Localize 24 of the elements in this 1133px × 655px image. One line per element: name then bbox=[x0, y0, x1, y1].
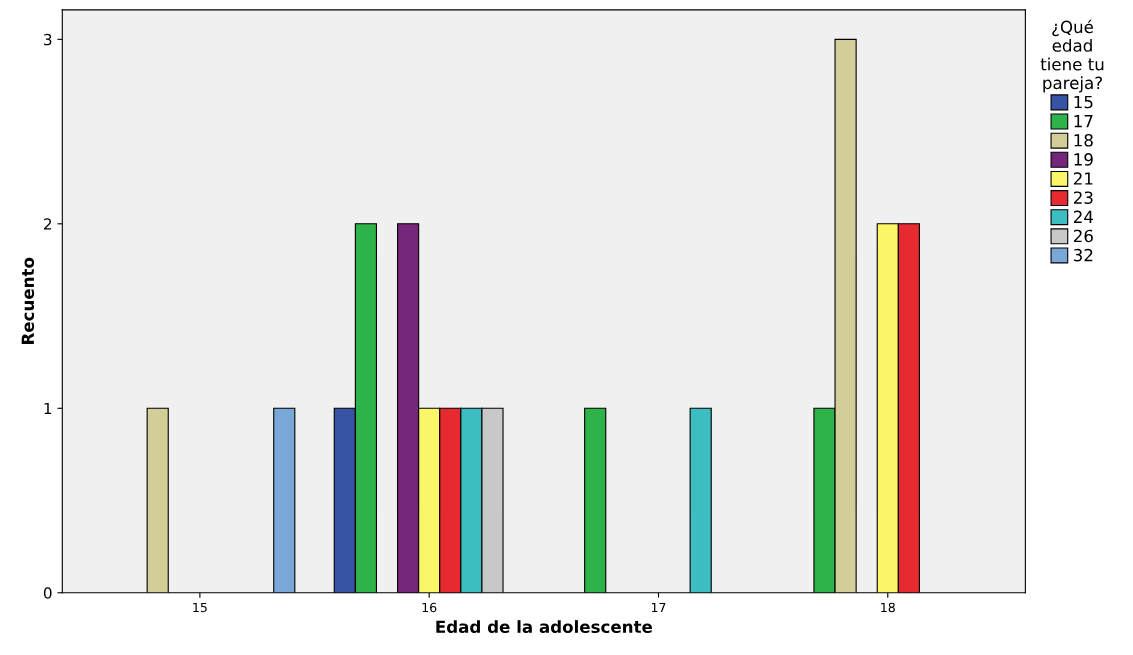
y-tick-label: 3 bbox=[44, 33, 52, 46]
x-tick-label: 15 bbox=[193, 602, 207, 613]
legend-label: 15 bbox=[1074, 95, 1093, 109]
legend-label: 19 bbox=[1074, 153, 1093, 166]
x-axis-title: Edad de la adolescente bbox=[436, 620, 653, 634]
y-tick-label: 2 bbox=[43, 218, 52, 230]
legend-label: 18 bbox=[1074, 133, 1093, 147]
legend-label: 17 bbox=[1074, 115, 1093, 128]
bar bbox=[689, 407, 712, 593]
bar bbox=[146, 407, 169, 593]
legend-label: 26 bbox=[1073, 229, 1093, 243]
legend-label: 23 bbox=[1073, 191, 1093, 204]
x-tick-label: 17 bbox=[651, 602, 666, 612]
bar bbox=[273, 407, 296, 593]
legend-label: 32 bbox=[1074, 248, 1093, 262]
y-axis-title: Recuento bbox=[21, 257, 35, 344]
y-tick-label: 0 bbox=[43, 587, 52, 599]
y-tick-label: 1 bbox=[44, 402, 52, 415]
bar bbox=[584, 407, 607, 593]
x-tick-label: 18 bbox=[881, 602, 895, 613]
x-tick-label: 16 bbox=[422, 602, 437, 613]
legend-label: 24 bbox=[1073, 210, 1093, 223]
legend-label: 21 bbox=[1073, 172, 1093, 185]
legend-title: ¿Qué edad tiene tu pareja? bbox=[1040, 19, 1104, 93]
